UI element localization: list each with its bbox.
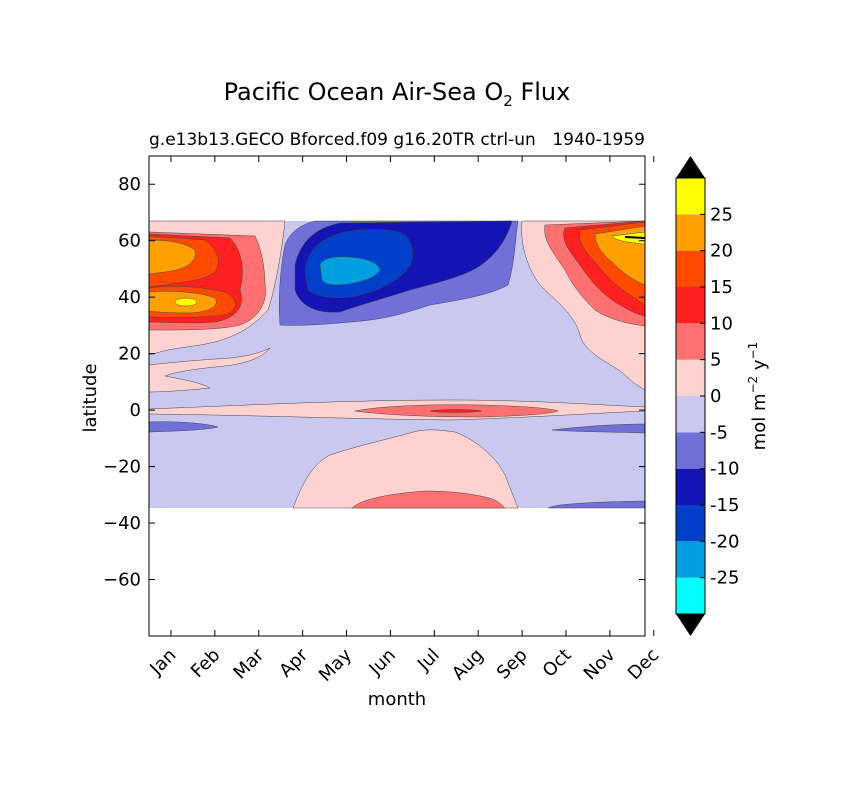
y-tick-label: −20 [103, 457, 141, 478]
chart-subtitle-right: 1940-1959 [552, 130, 645, 150]
colorbar-tick-label: 20 [710, 241, 733, 262]
x-tick-label: Jan [145, 645, 180, 680]
colorbar-label-exp1: −2 [746, 376, 760, 394]
chart-title-subscript: 2 [503, 92, 513, 110]
colorbar-swatch [676, 541, 705, 578]
colorbar-swatch [676, 323, 705, 360]
x-tick-label: Feb [187, 645, 224, 682]
y-tick-label: 20 [118, 344, 141, 365]
contour-fill [149, 239, 196, 275]
contour-fill [149, 421, 219, 433]
colorbar-tick-label: 0 [710, 386, 721, 407]
x-axis-label: month [368, 689, 426, 710]
colorbar-label-exp2: −1 [746, 342, 760, 360]
colorbar-tick-label: -5 [710, 422, 728, 443]
colorbar-tick-label: -15 [710, 495, 739, 516]
colorbar-swatch [676, 396, 705, 433]
colorbar-swatch [676, 287, 705, 324]
colorbar-swatch [676, 214, 705, 251]
colorbar-extend-top [676, 156, 705, 178]
colorbar-tick-label: -10 [710, 459, 739, 480]
colorbar-swatch [676, 468, 705, 505]
x-tick-label: Mar [229, 644, 268, 683]
colorbar-swatch [676, 178, 705, 215]
contour-line [624, 236, 645, 239]
colorbar-tick-label: 10 [710, 313, 733, 334]
y-axis-label: latitude [80, 363, 101, 432]
contour-fill [292, 429, 519, 509]
contour-fill [351, 490, 506, 509]
contour-fill [149, 347, 271, 393]
x-tick-label: Dec [624, 645, 663, 684]
colorbar-tick-label: -25 [710, 568, 739, 589]
chart-title: Pacific Ocean Air-Sea O2 Flux [224, 78, 571, 110]
x-tick-label: Jun [365, 645, 400, 680]
contour-fill [551, 423, 645, 434]
colorbar: -25 -20 -15 -10 -5 0 5 10 15 20 25 [675, 156, 739, 636]
contour-fill [429, 409, 483, 413]
colorbar-swatch [676, 359, 705, 396]
y-tick-label: −60 [103, 570, 141, 591]
colorbar-swatch [676, 577, 705, 614]
x-tick-label: Aug [448, 645, 488, 685]
chart-title-main: Pacific Ocean Air-Sea O [224, 78, 504, 106]
x-tick-label: Sep [493, 645, 532, 684]
axes-frame [148, 155, 646, 637]
y-tick-label: 0 [130, 400, 141, 421]
x-tick-label: Oct [539, 645, 576, 682]
contour-fill [174, 297, 198, 307]
x-tick-label: May [315, 644, 356, 685]
colorbar-tick-label: -20 [710, 531, 739, 552]
y-tick-label: 40 [118, 287, 141, 308]
x-tick-label: Jul [413, 645, 444, 676]
colorbar-extend-bottom [676, 614, 705, 636]
y-tick-label: 80 [118, 174, 141, 195]
colorbar-label: mol m−2 y−1 [746, 342, 770, 451]
plot-area [149, 220, 645, 509]
colorbar-tick-label: 15 [710, 277, 733, 298]
colorbar-swatch [676, 250, 705, 287]
colorbar-label-main: mol m [749, 393, 770, 450]
y-tick-label: 60 [118, 231, 141, 252]
y-tick-label: −40 [103, 513, 141, 534]
chart-title-tail: Flux [520, 78, 570, 106]
colorbar-swatch [676, 505, 705, 542]
x-tick-label: Apr [275, 644, 312, 681]
x-tick-label: Nov [580, 644, 620, 684]
colorbar-tick-label: 5 [710, 350, 721, 371]
colorbar-tick-label: 25 [710, 204, 733, 225]
colorbar-label-mid: y [749, 359, 770, 370]
colorbar-swatch [676, 432, 705, 469]
y-axis: 80 60 40 20 0 −20 −40 −60 [103, 174, 645, 591]
contour-fill [319, 256, 381, 286]
chart-subtitle-left: g.e13b13.GECO Bforced.f09 g16.20TR ctrl-… [149, 130, 536, 150]
